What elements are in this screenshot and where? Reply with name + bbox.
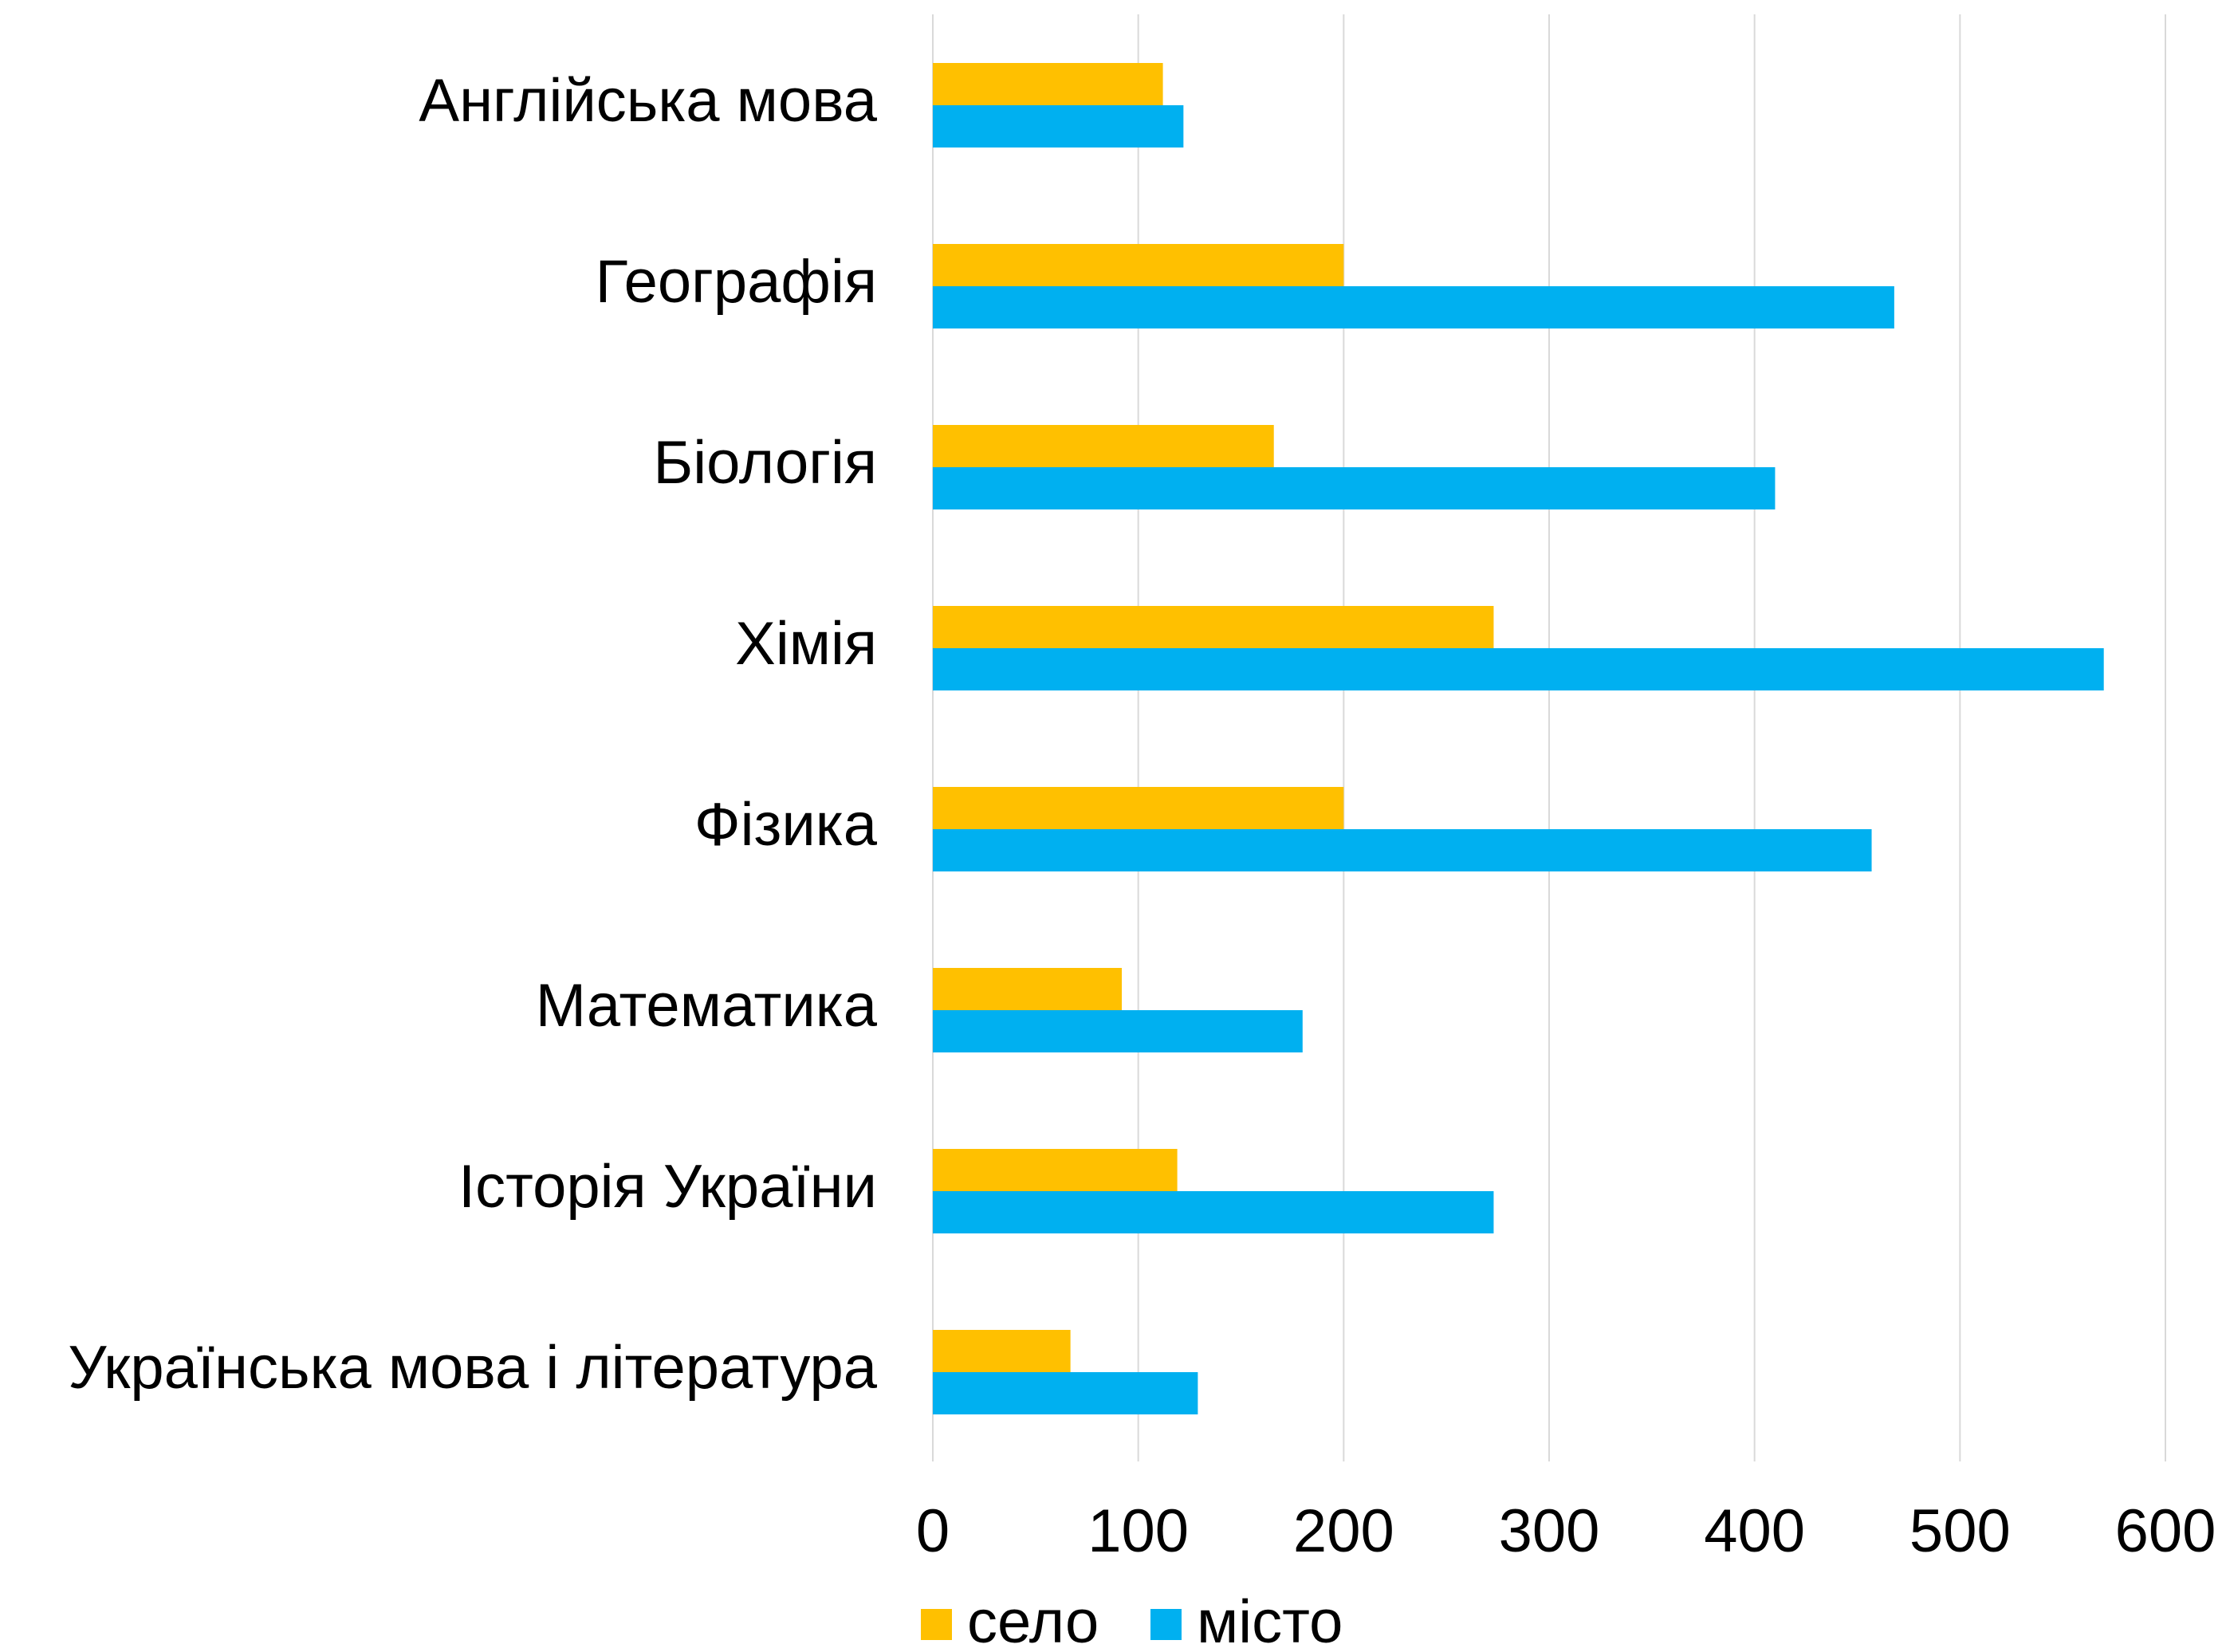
y-tick-label: Англійська мова (419, 67, 877, 135)
x-tick-label: 500 (1909, 1497, 2011, 1565)
y-tick-label: Фізика (694, 791, 878, 859)
legend-swatch (921, 1609, 952, 1640)
bar (933, 1191, 1494, 1233)
legend-label: місто (1197, 1588, 1343, 1652)
bar (933, 244, 1344, 286)
y-tick-label: Математика (536, 972, 878, 1040)
bar (933, 1372, 1198, 1414)
y-tick-label: Українська мова і література (68, 1334, 877, 1402)
bar (933, 105, 1184, 148)
bar (933, 467, 1776, 509)
y-tick-label: Біологія (653, 429, 877, 497)
bar (933, 829, 1872, 871)
x-tick-label: 200 (1293, 1497, 1394, 1565)
x-tick-label: 300 (1499, 1497, 1600, 1565)
bar (933, 787, 1344, 829)
bar (933, 968, 1123, 1010)
bar (933, 606, 1494, 648)
bar (933, 1149, 1178, 1191)
bar (933, 425, 1274, 467)
bar (933, 648, 2104, 690)
bar (933, 1010, 1303, 1052)
x-tick-label: 400 (1704, 1497, 1805, 1565)
bar (933, 286, 1894, 328)
y-tick-label: Хімія (735, 610, 877, 678)
bar (933, 1330, 1071, 1372)
y-tick-label: Історія України (458, 1153, 877, 1221)
x-tick-label: 600 (2115, 1497, 2216, 1565)
bar (933, 63, 1163, 105)
legend-swatch (1150, 1609, 1182, 1640)
y-tick-label: Географія (596, 248, 877, 316)
legend-label: село (967, 1588, 1099, 1652)
x-tick-label: 0 (916, 1497, 950, 1565)
x-tick-label: 100 (1087, 1497, 1189, 1565)
